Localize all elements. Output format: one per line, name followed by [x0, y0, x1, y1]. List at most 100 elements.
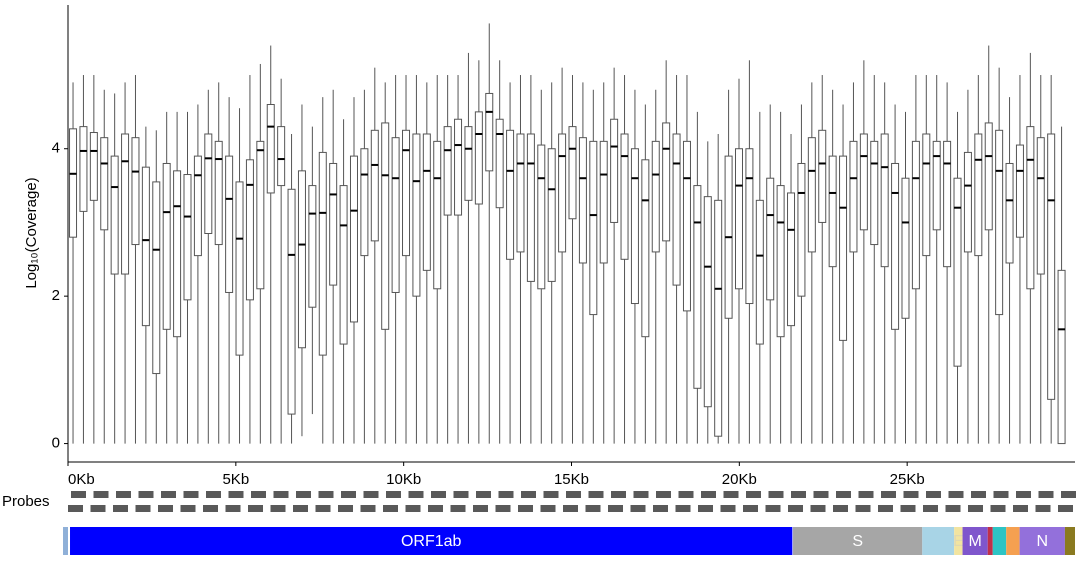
box	[391, 137, 400, 293]
probe	[810, 505, 826, 512]
box	[703, 196, 712, 408]
box	[79, 126, 88, 212]
y-tick-label: 0	[52, 435, 60, 452]
box	[110, 155, 119, 275]
probe	[338, 505, 353, 512]
gene	[987, 527, 993, 555]
x-tick-label: 0Kb	[68, 471, 95, 488]
box	[807, 137, 816, 253]
x-tick-label: 5Kb	[222, 471, 249, 488]
probe	[383, 505, 398, 512]
probe	[788, 505, 803, 512]
genome-edge	[63, 527, 68, 555]
box	[891, 162, 900, 330]
box	[235, 181, 244, 356]
probe	[878, 505, 893, 512]
probe	[678, 491, 694, 498]
box	[870, 140, 879, 246]
box	[1057, 269, 1066, 445]
probe	[540, 505, 556, 512]
probe	[1038, 491, 1054, 498]
box	[402, 129, 411, 257]
probe	[138, 491, 154, 498]
box	[599, 140, 608, 264]
box	[516, 133, 525, 253]
box	[381, 122, 390, 330]
box	[963, 151, 972, 253]
gene	[954, 527, 963, 555]
probe	[903, 491, 919, 498]
box	[818, 129, 827, 223]
probe	[135, 505, 151, 512]
box	[693, 185, 702, 389]
probes-label: Probes	[2, 493, 50, 510]
probe	[293, 505, 308, 512]
box	[329, 162, 338, 286]
box	[589, 140, 598, 316]
box	[277, 126, 286, 187]
probe	[318, 491, 334, 498]
probe	[71, 491, 86, 498]
probe	[765, 505, 781, 512]
probe	[990, 505, 1006, 512]
probe	[113, 505, 128, 512]
box	[474, 111, 483, 205]
gene-label: S	[852, 533, 863, 550]
box	[610, 118, 619, 223]
box	[880, 133, 889, 268]
box	[422, 133, 431, 271]
box	[412, 133, 421, 297]
box	[630, 148, 639, 305]
box	[349, 155, 358, 323]
probe	[993, 491, 1009, 498]
gene	[922, 527, 955, 555]
box	[339, 185, 348, 345]
gene	[1006, 527, 1020, 555]
box	[568, 126, 577, 220]
box	[443, 126, 452, 216]
probe	[248, 505, 263, 512]
probe	[1061, 491, 1076, 498]
box	[526, 133, 535, 282]
box	[787, 192, 796, 327]
probe	[473, 505, 488, 512]
probe	[90, 505, 106, 512]
box	[214, 140, 223, 246]
box	[922, 133, 931, 257]
box	[776, 185, 785, 338]
probe	[428, 505, 443, 512]
probe	[315, 505, 331, 512]
x-tick-label: 10Kb	[386, 471, 421, 488]
probe	[633, 491, 649, 498]
probe	[926, 491, 941, 498]
probe	[251, 491, 266, 498]
probe	[608, 505, 623, 512]
box	[901, 177, 910, 319]
box	[859, 133, 868, 231]
probe	[720, 505, 736, 512]
box	[245, 159, 254, 301]
probe	[408, 491, 424, 498]
probe	[450, 505, 466, 512]
probe	[656, 491, 671, 498]
probe	[518, 505, 533, 512]
probe	[116, 491, 131, 498]
gene-label: ORF1ab	[401, 533, 462, 550]
x-tick-label: 20Kb	[722, 471, 757, 488]
probe	[675, 505, 691, 512]
probe	[386, 491, 401, 498]
box	[911, 140, 920, 290]
probe	[180, 505, 196, 512]
probe	[855, 505, 871, 512]
probe	[923, 505, 938, 512]
probe	[563, 505, 578, 512]
probe	[543, 491, 559, 498]
box	[1015, 144, 1024, 238]
box	[828, 155, 837, 268]
box	[1026, 126, 1035, 290]
box	[370, 129, 379, 242]
box	[454, 118, 463, 216]
gene	[962, 527, 988, 555]
box	[651, 140, 660, 253]
y-axis-label: Log₁₀(Coverage)	[23, 177, 40, 288]
